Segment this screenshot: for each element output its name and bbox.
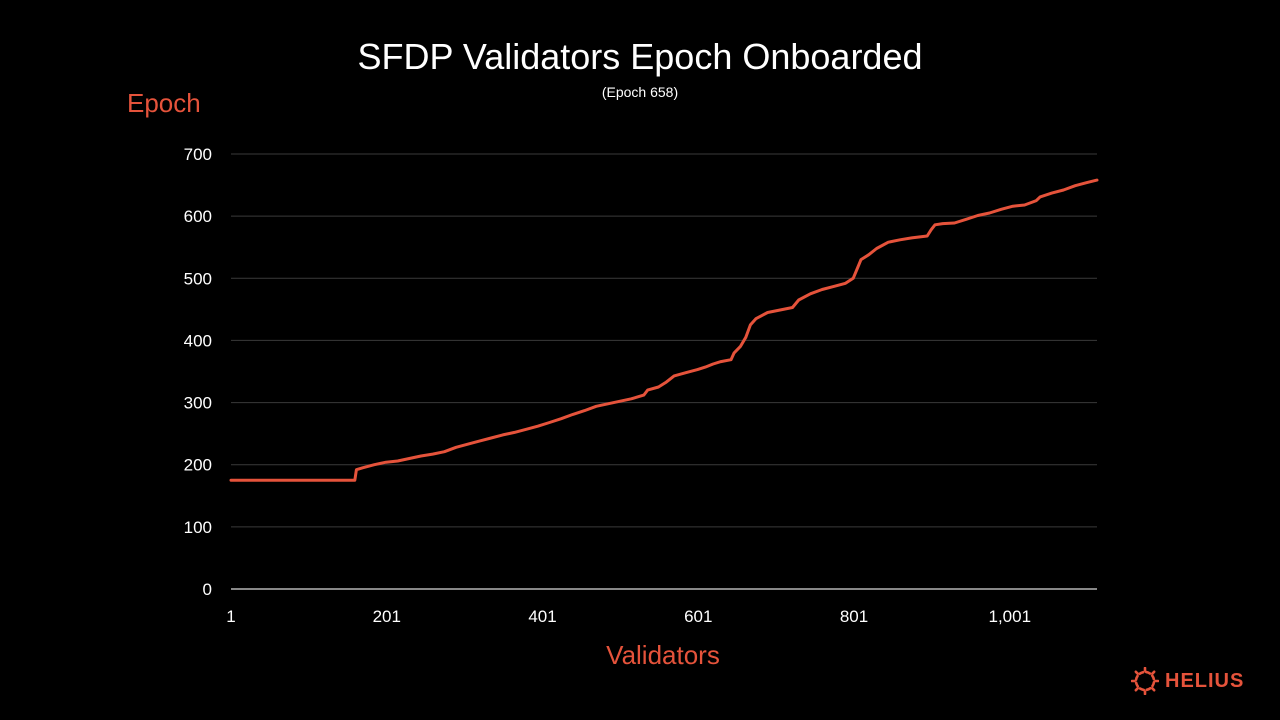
series-line — [229, 178, 1099, 482]
y-tick-label: 100 — [184, 518, 212, 537]
icon-segment — [1134, 674, 1139, 682]
icon-ray — [1151, 687, 1156, 692]
brand-name: HELIUS — [1165, 669, 1245, 692]
x-tick-label: 801 — [840, 607, 868, 626]
icon-segment — [1150, 674, 1156, 681]
x-tick-label: 1,001 — [989, 607, 1032, 626]
icon-segment — [1138, 687, 1146, 692]
y-tick-label: 600 — [184, 207, 212, 226]
helius-sun-icon — [1131, 667, 1159, 695]
y-tick-label: 500 — [184, 269, 212, 288]
icon-segment — [1151, 680, 1156, 688]
y-tick-label: 0 — [203, 580, 212, 599]
y-tick-labels: 0 100 200 300 400 500 600 700 — [184, 145, 212, 599]
icon-ray — [1134, 687, 1139, 692]
chart-title: SFDP Validators Epoch Onboarded — [357, 36, 923, 77]
x-axis-label: Validators — [606, 640, 720, 670]
icon-segment — [1138, 670, 1145, 676]
icon-segment — [1145, 686, 1152, 692]
x-tick-labels: 1 201 401 601 801 1,001 — [226, 607, 1031, 626]
icon-segment — [1144, 670, 1152, 675]
y-tick-label: 200 — [184, 456, 212, 475]
y-axis-label: Epoch — [127, 88, 201, 118]
x-tick-label: 601 — [684, 607, 712, 626]
icon-ray — [1151, 670, 1156, 675]
x-tick-label: 401 — [528, 607, 556, 626]
y-tick-label: 400 — [184, 331, 212, 350]
brand-logo: HELIUS — [1131, 666, 1244, 696]
chart-subtitle: (Epoch 658) — [601, 84, 679, 100]
y-tick-label: 700 — [184, 145, 212, 164]
series-layer — [229, 178, 1099, 482]
x-tick-label: 201 — [373, 607, 401, 626]
y-tick-label: 300 — [184, 394, 212, 413]
icon-ray — [1134, 670, 1139, 675]
x-tick-label: 1 — [226, 607, 235, 626]
icon-segment — [1134, 681, 1140, 688]
